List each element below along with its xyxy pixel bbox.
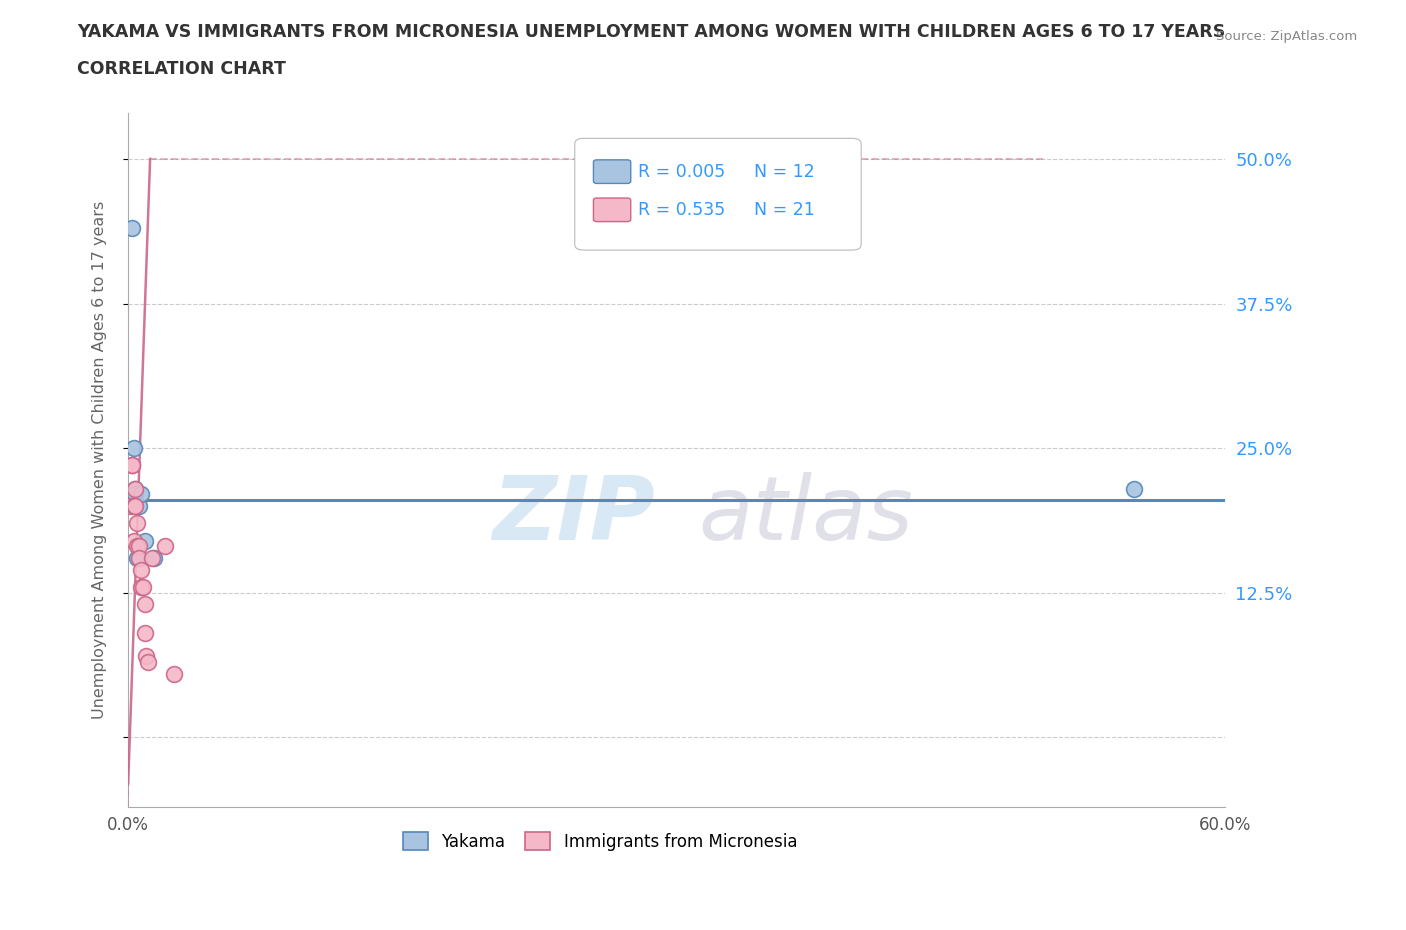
Point — [132, 579, 155, 594]
Point — [122, 533, 145, 548]
Point — [121, 221, 143, 236]
Point — [121, 458, 143, 472]
Point — [134, 533, 156, 548]
Point — [124, 498, 146, 513]
Point — [134, 597, 156, 612]
FancyBboxPatch shape — [593, 198, 631, 221]
Point — [129, 579, 152, 594]
Point — [124, 481, 146, 496]
Point — [128, 539, 150, 554]
Point — [134, 626, 156, 641]
Point — [163, 666, 186, 681]
FancyBboxPatch shape — [575, 139, 860, 250]
Text: N = 12: N = 12 — [754, 163, 814, 180]
Point — [129, 487, 152, 502]
Text: N = 21: N = 21 — [754, 201, 814, 219]
Point — [118, 498, 141, 513]
Point — [141, 551, 163, 565]
Text: R = 0.005: R = 0.005 — [638, 163, 725, 180]
FancyBboxPatch shape — [593, 160, 631, 183]
Text: CORRELATION CHART: CORRELATION CHART — [77, 60, 287, 78]
Point — [127, 516, 149, 531]
Point — [153, 539, 176, 554]
Text: atlas: atlas — [699, 472, 914, 558]
Point — [128, 551, 150, 565]
Point — [1123, 481, 1146, 496]
Legend: Yakama, Immigrants from Micronesia: Yakama, Immigrants from Micronesia — [396, 826, 804, 857]
Point — [129, 562, 152, 577]
Point — [122, 441, 145, 456]
Point — [136, 655, 159, 670]
Point — [127, 539, 149, 554]
Y-axis label: Unemployment Among Women with Children Ages 6 to 17 years: Unemployment Among Women with Children A… — [93, 201, 107, 719]
Text: YAKAMA VS IMMIGRANTS FROM MICRONESIA UNEMPLOYMENT AMONG WOMEN WITH CHILDREN AGES: YAKAMA VS IMMIGRANTS FROM MICRONESIA UNE… — [77, 23, 1226, 41]
Point — [122, 498, 145, 513]
Point — [124, 487, 146, 502]
Text: R = 0.535: R = 0.535 — [638, 201, 725, 219]
Point — [142, 551, 165, 565]
Point — [128, 498, 150, 513]
Text: Source: ZipAtlas.com: Source: ZipAtlas.com — [1216, 30, 1357, 43]
Point — [127, 551, 149, 565]
Point — [121, 458, 143, 472]
Point — [124, 481, 146, 496]
Text: ZIP: ZIP — [492, 472, 655, 559]
Point — [135, 649, 157, 664]
